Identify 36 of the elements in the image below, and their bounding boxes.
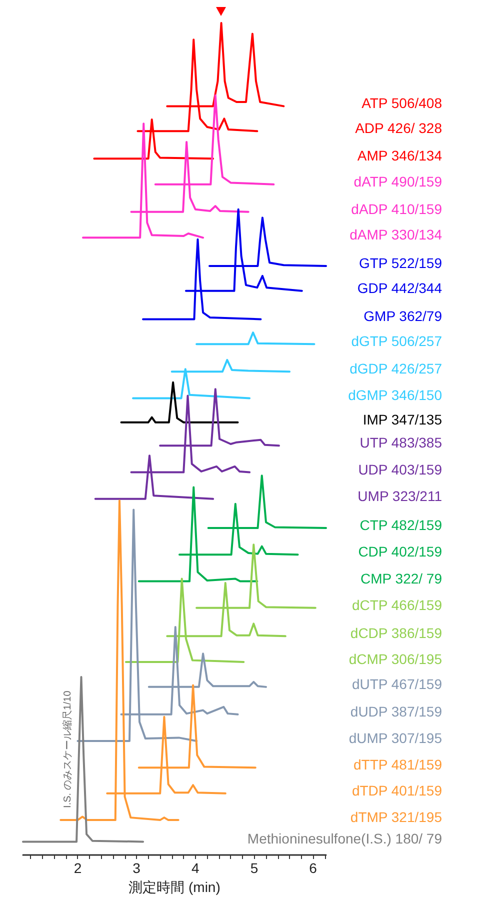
text: dTMP 321/195 (350, 809, 442, 826)
text: dUMP 307/195 (348, 730, 442, 746)
text: GTP 522/159 (358, 254, 442, 271)
text: UTP 483/385 (360, 434, 442, 451)
text: dCDP 386/159 (350, 625, 442, 642)
text: dADP 410/159 (351, 200, 442, 217)
text: GDP 442/344 (357, 280, 442, 296)
text: ADP 426/ 328 (355, 120, 442, 136)
x-tick-label: 3 (132, 860, 141, 876)
text: AMP 346/134 (357, 148, 442, 164)
text: Methioninesulfone(I.S.) 180/ 79 (247, 830, 442, 847)
x-tick-label: 2 (74, 860, 82, 876)
text: dGTP 506/257 (351, 333, 442, 350)
x-tick-label: 6 (309, 860, 318, 876)
x-tick-label: 5 (250, 860, 258, 876)
text: dCTP 466/159 (352, 596, 442, 613)
text: dTDP 401/159 (352, 782, 442, 798)
text: dUTP 467/159 (352, 676, 442, 692)
text: CMP 322/ 79 (360, 570, 442, 586)
text: CTP 482/159 (360, 517, 442, 534)
text: dAMP 330/134 (350, 226, 442, 243)
annotation: I.S. のみスケール縮尺1/10 (62, 690, 74, 808)
x-tick-label: 4 (191, 860, 200, 876)
text: dTTP 481/159 (354, 756, 442, 773)
text: dATP 490/159 (354, 173, 442, 190)
text: UDP 403/159 (358, 461, 442, 478)
text: ATP 506/408 (362, 95, 442, 112)
x-axis-title: 測定時間 (min) (128, 878, 220, 895)
text: GMP 362/79 (364, 308, 442, 324)
text: IMP 347/135 (362, 411, 442, 428)
text: UMP 323/211 (358, 488, 442, 504)
text: dUDP 387/159 (350, 703, 442, 720)
text: dGDP 426/257 (350, 360, 442, 377)
text: dCMP 306/195 (348, 650, 442, 667)
text: CDP 402/159 (358, 544, 442, 560)
text: dGMP 346/150 (348, 387, 442, 404)
